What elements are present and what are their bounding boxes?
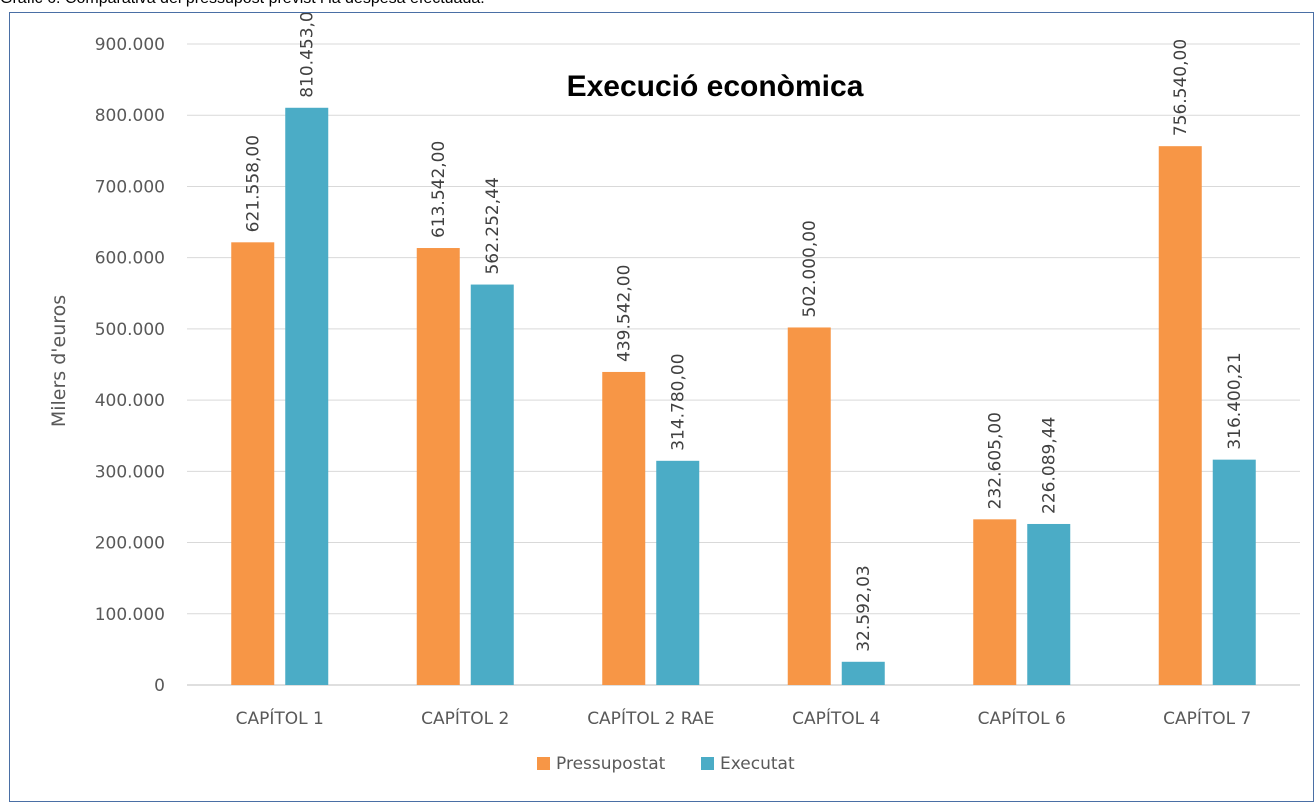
- bar-pressupostat: [787, 327, 831, 685]
- data-labels: 621.558,00 810.453,00 613.542,00 562.252,44…: [244, 13, 1246, 652]
- gridlines: [187, 43, 1300, 686]
- y-tick-label: 600.000: [95, 249, 165, 269]
- bar-pressupostat: [416, 248, 460, 685]
- y-axis-title: Milers d'euros: [48, 295, 70, 427]
- bar-chart: 0 100.000 200.000 300.000 400.000 500.000 600.…: [48, 13, 1300, 774]
- data-label: 226.089,44: [1040, 417, 1060, 514]
- chart-title: Execució econòmica: [567, 70, 864, 103]
- x-category-label: CAPÍTOL 2 RAE: [587, 707, 714, 729]
- bar-executat: [841, 661, 885, 685]
- y-tick-label: 400.000: [95, 391, 165, 411]
- legend-label: Pressupostat: [556, 754, 666, 774]
- x-axis-categories: CAPÍTOL 1 CAPÍTOL 2 CAPÍTOL 2 RAE CAPÍTOL 4…: [236, 707, 1252, 729]
- y-tick-label: 0: [154, 676, 165, 696]
- data-label: 613.542,00: [429, 141, 449, 238]
- y-axis-ticks: 0 100.000 200.000 300.000 400.000 500.000 600.…: [95, 35, 165, 696]
- bar-pressupostat: [1158, 146, 1202, 685]
- y-tick-label: 100.000: [95, 605, 165, 625]
- x-category-label: CAPÍTOL 1: [236, 707, 324, 729]
- x-category-label: CAPÍTOL 6: [978, 707, 1066, 729]
- bar-executat: [1027, 523, 1071, 685]
- data-label: 314.780,00: [669, 353, 689, 450]
- data-label: 439.542,00: [615, 265, 635, 362]
- y-tick-label: 700.000: [95, 177, 165, 197]
- chart-frame: 0 100.000 200.000 300.000 400.000 500.000 600.…: [9, 12, 1314, 802]
- data-label: 316.400,21: [1225, 352, 1245, 449]
- figure-caption: Gràfic 6. Comparativa del pressupost pre…: [0, 0, 485, 8]
- y-tick-label: 500.000: [95, 320, 165, 340]
- data-label: 562.252,44: [483, 177, 503, 274]
- bar-executat: [470, 284, 514, 685]
- legend-swatch-pressupostat: [537, 757, 550, 770]
- y-tick-label: 300.000: [95, 462, 165, 482]
- data-label: 756.540,00: [1171, 39, 1191, 136]
- bar-pressupostat: [231, 242, 275, 686]
- bar-pressupostat: [602, 371, 646, 685]
- y-tick-label: 900.000: [95, 35, 165, 55]
- data-label: 810.453,00: [298, 13, 318, 98]
- bar-executat: [1212, 459, 1256, 685]
- data-label: 32.592,03: [854, 565, 874, 652]
- bars: [231, 107, 1256, 686]
- y-tick-label: 800.000: [95, 106, 165, 126]
- legend: Pressupostat Executat: [537, 754, 795, 774]
- legend-label: Executat: [720, 754, 795, 774]
- y-tick-label: 200.000: [95, 534, 165, 554]
- data-label: 621.558,00: [244, 135, 264, 232]
- x-category-label: CAPÍTOL 2: [421, 707, 509, 729]
- data-label: 232.605,00: [986, 412, 1006, 509]
- data-label: 502.000,00: [800, 220, 820, 317]
- bar-executat: [656, 460, 700, 685]
- legend-swatch-executat: [701, 757, 714, 770]
- bar-pressupostat: [973, 519, 1017, 685]
- bar-executat: [285, 107, 329, 686]
- x-category-label: CAPÍTOL 7: [1163, 707, 1251, 729]
- x-category-label: CAPÍTOL 4: [792, 707, 880, 729]
